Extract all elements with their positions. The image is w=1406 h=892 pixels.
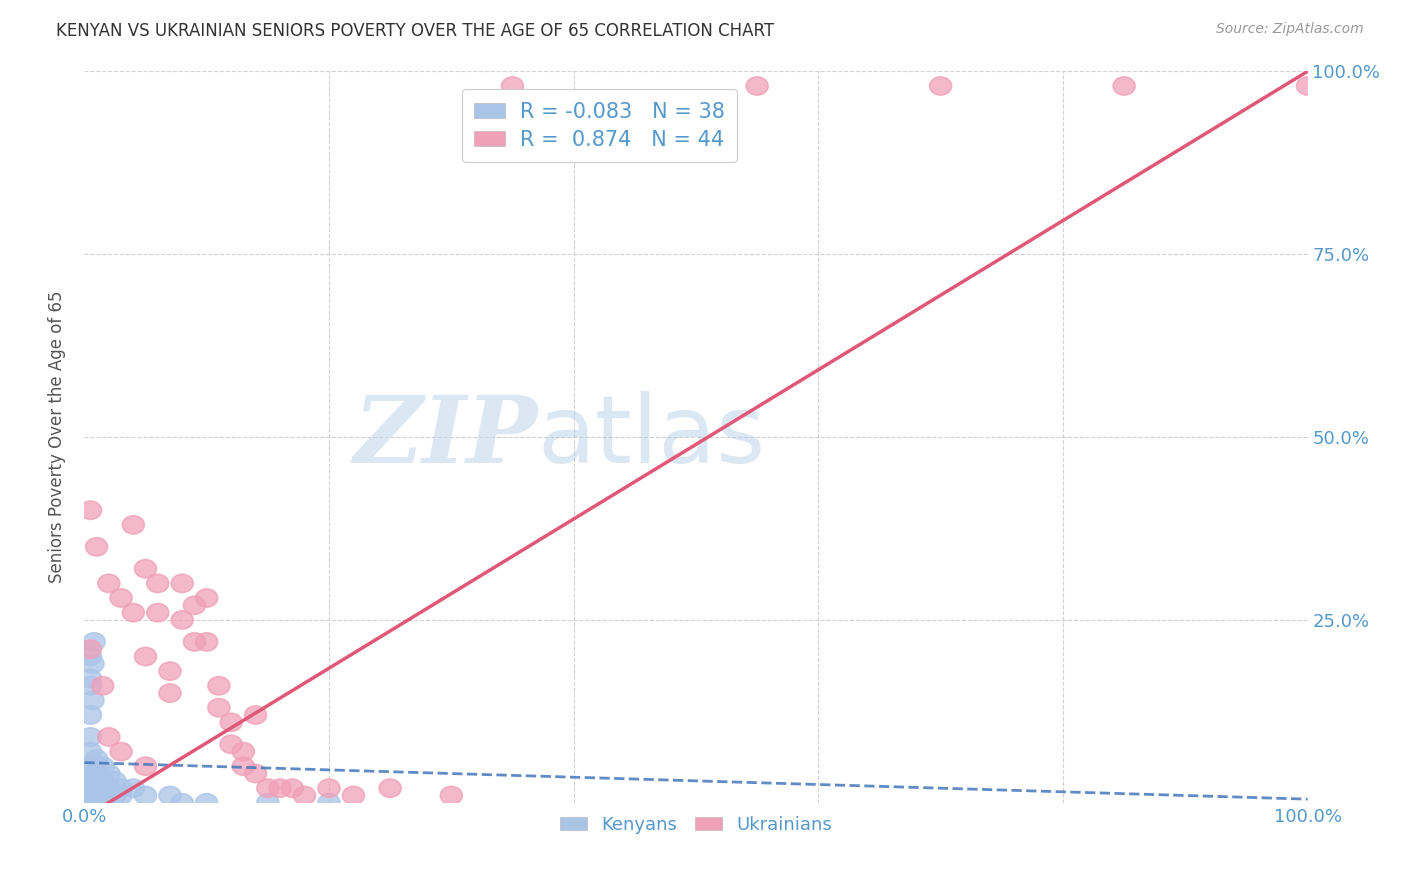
- Ellipse shape: [86, 538, 108, 556]
- Ellipse shape: [183, 632, 205, 651]
- Ellipse shape: [98, 574, 120, 592]
- Ellipse shape: [146, 604, 169, 622]
- Text: atlas: atlas: [537, 391, 765, 483]
- Ellipse shape: [80, 706, 101, 724]
- Ellipse shape: [122, 516, 145, 534]
- Ellipse shape: [110, 787, 132, 805]
- Ellipse shape: [440, 787, 463, 805]
- Ellipse shape: [135, 559, 156, 578]
- Ellipse shape: [159, 662, 181, 681]
- Ellipse shape: [91, 772, 114, 790]
- Text: Source: ZipAtlas.com: Source: ZipAtlas.com: [1216, 22, 1364, 37]
- Ellipse shape: [159, 684, 181, 702]
- Ellipse shape: [269, 779, 291, 797]
- Ellipse shape: [172, 794, 193, 812]
- Text: ZIP: ZIP: [353, 392, 537, 482]
- Ellipse shape: [80, 772, 101, 790]
- Ellipse shape: [183, 596, 205, 615]
- Ellipse shape: [86, 750, 108, 768]
- Ellipse shape: [91, 677, 114, 695]
- Ellipse shape: [232, 742, 254, 761]
- Ellipse shape: [98, 779, 120, 797]
- Ellipse shape: [318, 794, 340, 812]
- Ellipse shape: [86, 794, 108, 812]
- Ellipse shape: [104, 787, 127, 805]
- Ellipse shape: [80, 648, 101, 665]
- Ellipse shape: [502, 77, 523, 95]
- Ellipse shape: [195, 632, 218, 651]
- Ellipse shape: [257, 794, 278, 812]
- Ellipse shape: [98, 787, 120, 805]
- Ellipse shape: [110, 779, 132, 797]
- Ellipse shape: [135, 757, 156, 775]
- Ellipse shape: [747, 77, 768, 95]
- Ellipse shape: [122, 604, 145, 622]
- Ellipse shape: [257, 779, 278, 797]
- Ellipse shape: [318, 779, 340, 797]
- Ellipse shape: [195, 589, 218, 607]
- Ellipse shape: [1296, 77, 1319, 95]
- Ellipse shape: [245, 764, 267, 782]
- Ellipse shape: [122, 779, 145, 797]
- Ellipse shape: [98, 728, 120, 746]
- Ellipse shape: [80, 757, 101, 775]
- Ellipse shape: [135, 648, 156, 665]
- Ellipse shape: [80, 640, 101, 658]
- Ellipse shape: [110, 589, 132, 607]
- Ellipse shape: [208, 698, 231, 717]
- Ellipse shape: [80, 669, 101, 688]
- Ellipse shape: [232, 757, 254, 775]
- Ellipse shape: [1114, 77, 1135, 95]
- Ellipse shape: [82, 691, 104, 709]
- Ellipse shape: [80, 779, 101, 797]
- Ellipse shape: [98, 764, 120, 782]
- Ellipse shape: [80, 742, 101, 761]
- Ellipse shape: [221, 714, 242, 731]
- Ellipse shape: [86, 772, 108, 790]
- Ellipse shape: [80, 728, 101, 746]
- Ellipse shape: [83, 632, 105, 651]
- Ellipse shape: [80, 501, 101, 519]
- Ellipse shape: [91, 779, 114, 797]
- Ellipse shape: [208, 677, 231, 695]
- Ellipse shape: [80, 787, 101, 805]
- Ellipse shape: [245, 706, 267, 724]
- Y-axis label: Seniors Poverty Over the Age of 65: Seniors Poverty Over the Age of 65: [48, 291, 66, 583]
- Ellipse shape: [294, 787, 315, 805]
- Ellipse shape: [343, 787, 364, 805]
- Ellipse shape: [281, 779, 304, 797]
- Ellipse shape: [159, 787, 181, 805]
- Legend: Kenyans, Ukrainians: Kenyans, Ukrainians: [553, 809, 839, 841]
- Ellipse shape: [86, 764, 108, 782]
- Ellipse shape: [86, 779, 108, 797]
- Ellipse shape: [80, 794, 101, 812]
- Ellipse shape: [195, 794, 218, 812]
- Ellipse shape: [380, 779, 401, 797]
- Ellipse shape: [80, 764, 101, 782]
- Ellipse shape: [104, 772, 127, 790]
- Ellipse shape: [86, 787, 108, 805]
- Ellipse shape: [146, 574, 169, 592]
- Ellipse shape: [82, 655, 104, 673]
- Ellipse shape: [80, 677, 101, 695]
- Ellipse shape: [135, 787, 156, 805]
- Text: KENYAN VS UKRAINIAN SENIORS POVERTY OVER THE AGE OF 65 CORRELATION CHART: KENYAN VS UKRAINIAN SENIORS POVERTY OVER…: [56, 22, 775, 40]
- Ellipse shape: [929, 77, 952, 95]
- Ellipse shape: [221, 735, 242, 754]
- Ellipse shape: [172, 574, 193, 592]
- Ellipse shape: [91, 757, 114, 775]
- Ellipse shape: [172, 611, 193, 629]
- Ellipse shape: [110, 742, 132, 761]
